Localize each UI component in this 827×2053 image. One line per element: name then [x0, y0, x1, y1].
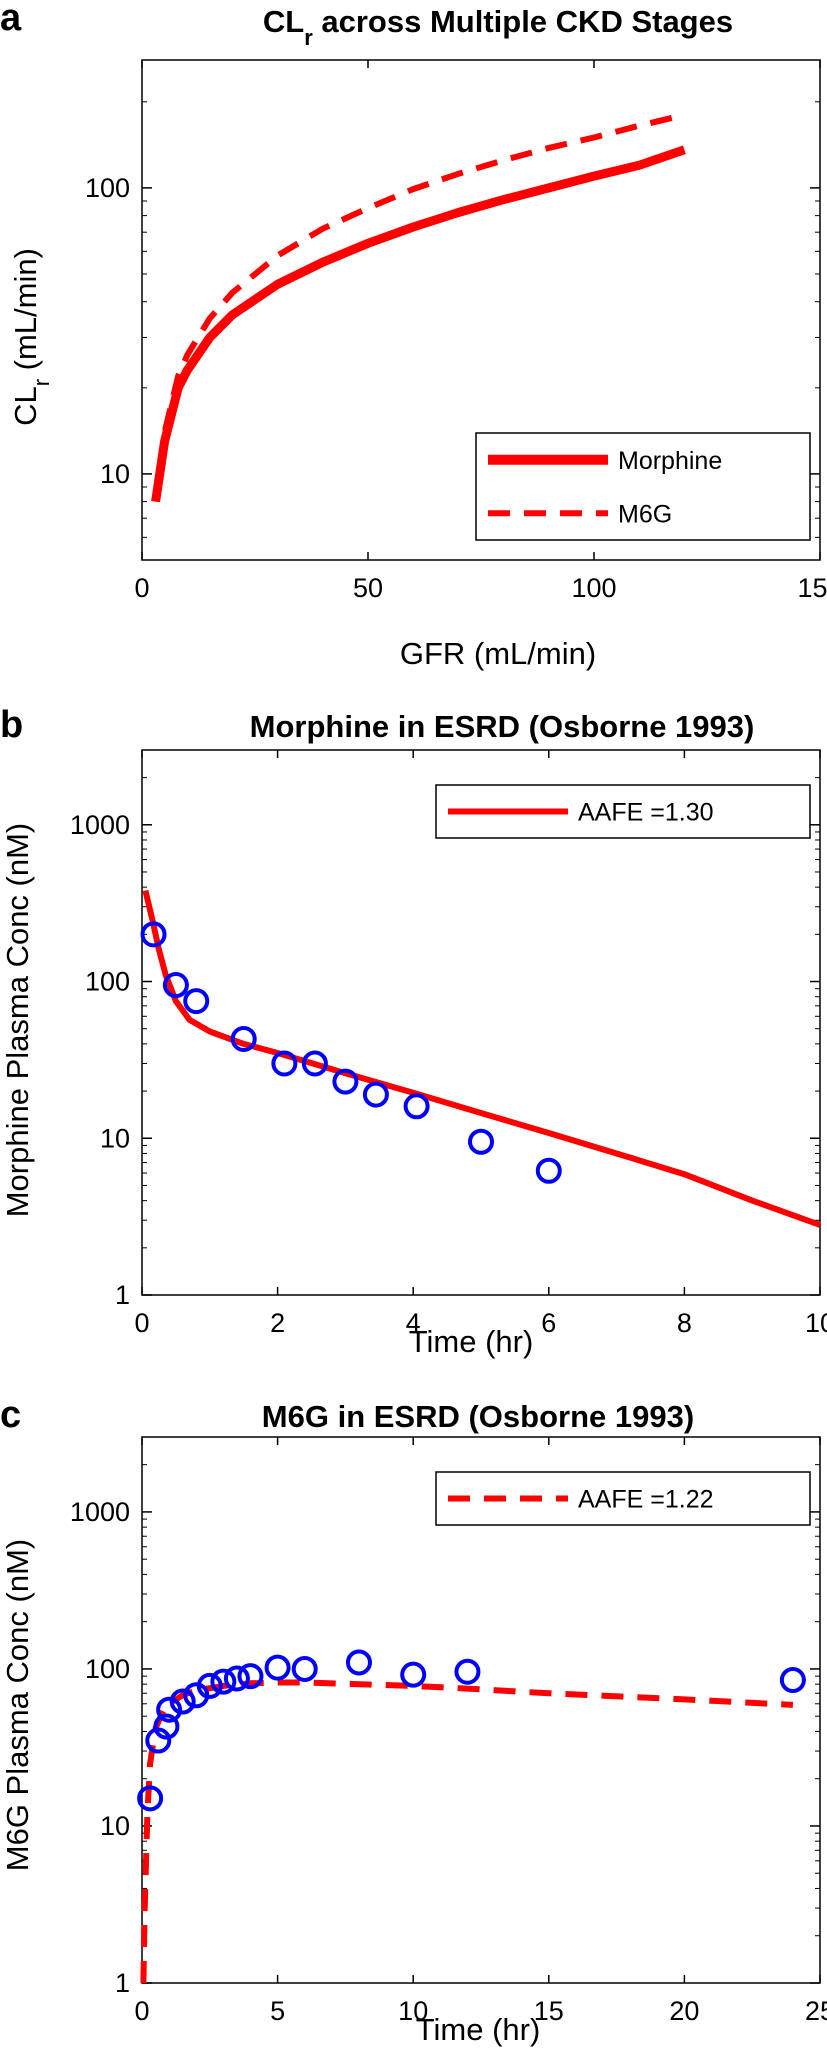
observed-data-point: [156, 1696, 183, 1723]
observed-data-point: [779, 1667, 806, 1694]
legend-label: AAFE =1.22: [578, 1486, 714, 1514]
plot-area-b: 0 2 4 6 8 10 1 10 100 1000 AAFE =1.30: [70, 749, 827, 1338]
y-tick-label: 10: [100, 459, 130, 489]
observed-data-point: [162, 972, 189, 999]
observed-data-point: [183, 988, 210, 1015]
y-tick-label: 100: [85, 967, 130, 997]
x-axis-label-a: GFR (mL/min): [400, 636, 596, 671]
x-axis-label-b: Time (hr): [409, 1324, 534, 1359]
series-line-morphine: [151, 145, 686, 503]
legend-box: [475, 432, 811, 541]
panel-letter-b: b: [0, 704, 23, 746]
x-tick-label: 8: [677, 1308, 692, 1338]
observed-data-point: [223, 1665, 250, 1692]
x-tick-label: 0: [134, 573, 149, 603]
chart-title-a: CLr across Multiple CKD Stages: [263, 4, 733, 50]
x-tick-label: 25: [805, 1996, 827, 2026]
y-tick-label: 1: [115, 1968, 130, 1998]
x-tick-label: 150: [797, 573, 827, 603]
observed-data-point: [169, 1688, 196, 1715]
observed-data-point: [140, 921, 167, 948]
axes-box: [141, 59, 821, 561]
legend-box: [435, 784, 811, 839]
x-tick-label: 5: [270, 1996, 285, 2026]
y-tick-label: 100: [85, 173, 130, 203]
y-axis-label-c: M6G Plasma Conc (nM): [0, 1539, 35, 1871]
y-tick-label: 1: [115, 1280, 130, 1310]
observed-data-point: [271, 1050, 298, 1077]
axes-box: [141, 1436, 821, 1984]
plot-area-c: 0 5 10 15 20 25 1 10 100 1000 AAFE =1.22: [70, 1436, 827, 2026]
observed-data-point: [230, 1025, 257, 1052]
y-axis-label-b: Morphine Plasma Conc (nM): [0, 823, 35, 1218]
observed-data-point: [535, 1157, 562, 1184]
x-tick-label: 2: [270, 1308, 285, 1338]
observed-data-point: [454, 1658, 481, 1685]
x-tick-label: 0: [134, 1996, 149, 2026]
observed-data-point: [332, 1068, 359, 1095]
panel-b-morphine-esrd: b Morphine in ESRD (Osborne 1993) Morphi…: [0, 704, 827, 1359]
observed-data-point: [468, 1128, 494, 1155]
y-tick-label: 10: [100, 1123, 130, 1153]
y-tick-label: 1000: [70, 1497, 130, 1527]
y-tick-label: 10: [100, 1811, 130, 1841]
x-axis-label-c: Time (hr): [416, 2012, 541, 2047]
x-tick-label: 10: [805, 1308, 827, 1338]
panel-letter-a: a: [0, 0, 22, 39]
axes-box: [141, 749, 821, 1296]
y-axis-label-a: CLr (mL/min): [8, 248, 54, 426]
x-tick-label: 10: [398, 1996, 428, 2026]
plot-area-a: 0 50 100 150 10 100 Morphine M6G: [85, 59, 827, 603]
x-tick-label: 20: [669, 1996, 699, 2026]
observed-data-point: [291, 1655, 318, 1682]
legend-label: M6G: [618, 500, 672, 528]
chart-title-c: M6G in ESRD (Osborne 1993): [262, 1399, 694, 1434]
x-tick-label: 0: [134, 1308, 149, 1338]
observed-data-point: [196, 1672, 223, 1699]
x-tick-label: 50: [353, 573, 383, 603]
panel-letter-c: c: [0, 1394, 21, 1436]
observed-data-point: [153, 1713, 180, 1740]
series-line-aafe-1-22: [140, 1679, 794, 1984]
chart-title-b: Morphine in ESRD (Osborne 1993): [250, 709, 755, 744]
observed-data-point: [264, 1654, 291, 1681]
legend-label: AAFE =1.30: [578, 799, 714, 827]
observed-data-point: [237, 1663, 264, 1690]
series-line-m6g: [152, 111, 686, 502]
panel-a-morphine-m6g-clearance: a CLr across Multiple CKD Stages CLr (mL…: [0, 0, 827, 671]
observed-data-point: [362, 1081, 389, 1108]
legend-label: Morphine: [618, 447, 722, 475]
observed-data-point: [345, 1649, 372, 1676]
series-line-aafe-1-30: [142, 889, 822, 1228]
observed-data-point: [145, 1727, 172, 1754]
observed-data-point: [301, 1050, 328, 1077]
observed-data-point: [400, 1661, 427, 1688]
observed-data-point: [137, 1785, 164, 1812]
observed-data-point: [403, 1093, 430, 1120]
x-tick-label: 4: [406, 1308, 421, 1338]
observed-data-point: [210, 1668, 237, 1695]
panel-c-m6g-esrd: c M6G in ESRD (Osborne 1993) M6G Plasma …: [0, 1394, 827, 2047]
y-tick-label: 1000: [70, 810, 130, 840]
y-tick-label: 100: [85, 1654, 130, 1684]
x-tick-label: 100: [571, 573, 616, 603]
x-tick-label: 15: [534, 1996, 564, 2026]
x-tick-label: 6: [541, 1308, 556, 1338]
